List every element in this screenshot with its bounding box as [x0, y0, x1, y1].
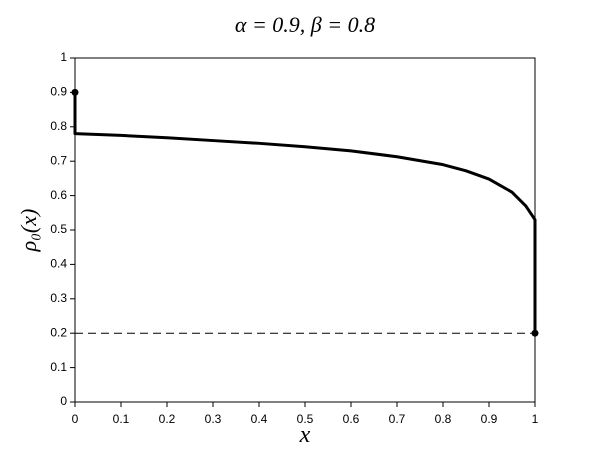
y-tick-label: 0.7	[50, 153, 67, 167]
y-tick-label: 0.8	[50, 119, 67, 133]
end-marker	[531, 329, 539, 337]
x-tick-label: 0.3	[205, 412, 222, 426]
x-tick-label: 0.1	[113, 412, 130, 426]
y-tick-label: 0.3	[50, 291, 67, 305]
data-line	[73, 92, 537, 334]
x-tick-label: 0.7	[389, 412, 406, 426]
y-tick-label: 0.1	[50, 360, 67, 374]
x-tick-label: 0	[72, 412, 79, 426]
y-tick-label: 0.6	[50, 188, 67, 202]
y-tick-label: 0.2	[50, 325, 67, 339]
y-axis-label: ρ₀(x)	[16, 209, 41, 253]
y-tick-label: 0.9	[50, 85, 67, 99]
x-tick-label: 0.8	[435, 412, 452, 426]
x-tick-label: 0.5	[297, 412, 314, 426]
end-marker	[71, 88, 79, 96]
y-tick-label: 0	[60, 394, 67, 408]
chart-title: α = 0.9, β = 0.8	[235, 12, 375, 37]
x-tick-label: 1	[532, 412, 539, 426]
x-tick-label: 0.6	[343, 412, 360, 426]
y-tick-label: 1	[60, 50, 67, 64]
x-axis-label: x	[299, 422, 311, 448]
plot-frame	[74, 57, 536, 403]
x-tick-label: 0.2	[159, 412, 176, 426]
y-tick-label: 0.5	[50, 222, 67, 236]
x-tick-label: 0.9	[481, 412, 498, 426]
x-tick-label: 0.4	[251, 412, 268, 426]
y-tick-label: 0.4	[50, 257, 67, 271]
